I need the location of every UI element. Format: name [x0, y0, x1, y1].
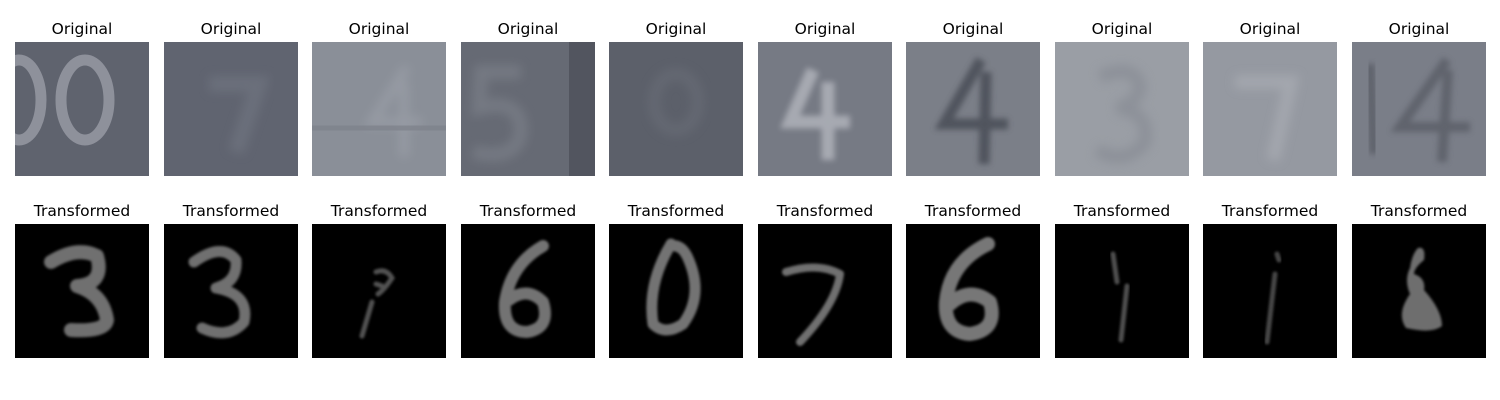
- transformed-title: Transformed: [1221, 202, 1319, 220]
- house-number-digit-3-faint-graphic: [1055, 42, 1189, 176]
- house-number-digit-5-blurred-graphic: [461, 42, 595, 176]
- original-title: Original: [1091, 20, 1153, 38]
- original-title: Original: [200, 20, 262, 38]
- handwritten-digit-3-image: [164, 224, 298, 358]
- house-number-digit-4-faint-image: [312, 42, 446, 176]
- transformed-title: Transformed: [1073, 202, 1171, 220]
- handwritten-digit-6-graphic: [461, 224, 595, 358]
- handwritten-digit-0-image: [609, 224, 743, 358]
- house-number-digits-14-image: [1352, 42, 1486, 176]
- transformed-title: Transformed: [1370, 202, 1468, 220]
- transformed-title: Transformed: [479, 202, 577, 220]
- transformed-title: Transformed: [182, 202, 280, 220]
- house-number-digit-4-faint-graphic: [312, 42, 446, 176]
- house-number-digit-3-faint-image: [1055, 42, 1189, 176]
- house-number-digit-4-light-image: [758, 42, 892, 176]
- original-title: Original: [497, 20, 559, 38]
- house-number-digit-7-blurred-image: [164, 42, 298, 176]
- handwritten-digit-1-thin-graphic: [1055, 224, 1189, 358]
- house-number-digit-7-faint-image: [1203, 42, 1337, 176]
- house-number-digit-blurred-dark-graphic: [609, 42, 743, 176]
- house-number-digit-blurred-dark-image: [609, 42, 743, 176]
- handwritten-thin-stroke-faint-graphic: [312, 224, 446, 358]
- transformed-title: Transformed: [776, 202, 874, 220]
- handwritten-digit-7-image: [758, 224, 892, 358]
- original-title: Original: [1239, 20, 1301, 38]
- house-number-digits-00-image: [15, 42, 149, 176]
- house-number-digit-7-blurred-graphic: [164, 42, 298, 176]
- house-number-digit-4-light-graphic: [758, 42, 892, 176]
- handwritten-blob-digit-image: [1352, 224, 1486, 358]
- handwritten-digit-6-image: [461, 224, 595, 358]
- house-number-digit-4-dark-graphic: [906, 42, 1040, 176]
- transformed-title: Transformed: [330, 202, 428, 220]
- handwritten-digit-3-reversed-graphic: [15, 224, 149, 358]
- original-title: Original: [645, 20, 707, 38]
- original-title: Original: [794, 20, 856, 38]
- handwritten-digit-6-bold-graphic: [906, 224, 1040, 358]
- original-title: Original: [51, 20, 113, 38]
- handwritten-digit-1-faint-graphic: [1203, 224, 1337, 358]
- house-number-digits-00-graphic: [15, 42, 149, 176]
- handwritten-digit-1-thin-image: [1055, 224, 1189, 358]
- handwritten-digit-0-graphic: [609, 224, 743, 358]
- house-number-digit-4-dark-image: [906, 42, 1040, 176]
- handwritten-digit-1-faint-image: [1203, 224, 1337, 358]
- transformed-title: Transformed: [33, 202, 131, 220]
- house-number-digit-7-faint-graphic: [1203, 42, 1337, 176]
- transformed-title: Transformed: [924, 202, 1022, 220]
- handwritten-digit-3-graphic: [164, 224, 298, 358]
- transformed-title: Transformed: [627, 202, 725, 220]
- house-number-digits-14-graphic: [1352, 42, 1486, 176]
- original-title: Original: [1388, 20, 1450, 38]
- handwritten-digit-3-reversed-image: [15, 224, 149, 358]
- handwritten-digit-7-graphic: [758, 224, 892, 358]
- original-title: Original: [942, 20, 1004, 38]
- house-number-digit-5-blurred-image: [461, 42, 595, 176]
- handwritten-blob-digit-graphic: [1352, 224, 1486, 358]
- handwritten-digit-6-bold-image: [906, 224, 1040, 358]
- original-title: Original: [348, 20, 410, 38]
- handwritten-thin-stroke-faint-image: [312, 224, 446, 358]
